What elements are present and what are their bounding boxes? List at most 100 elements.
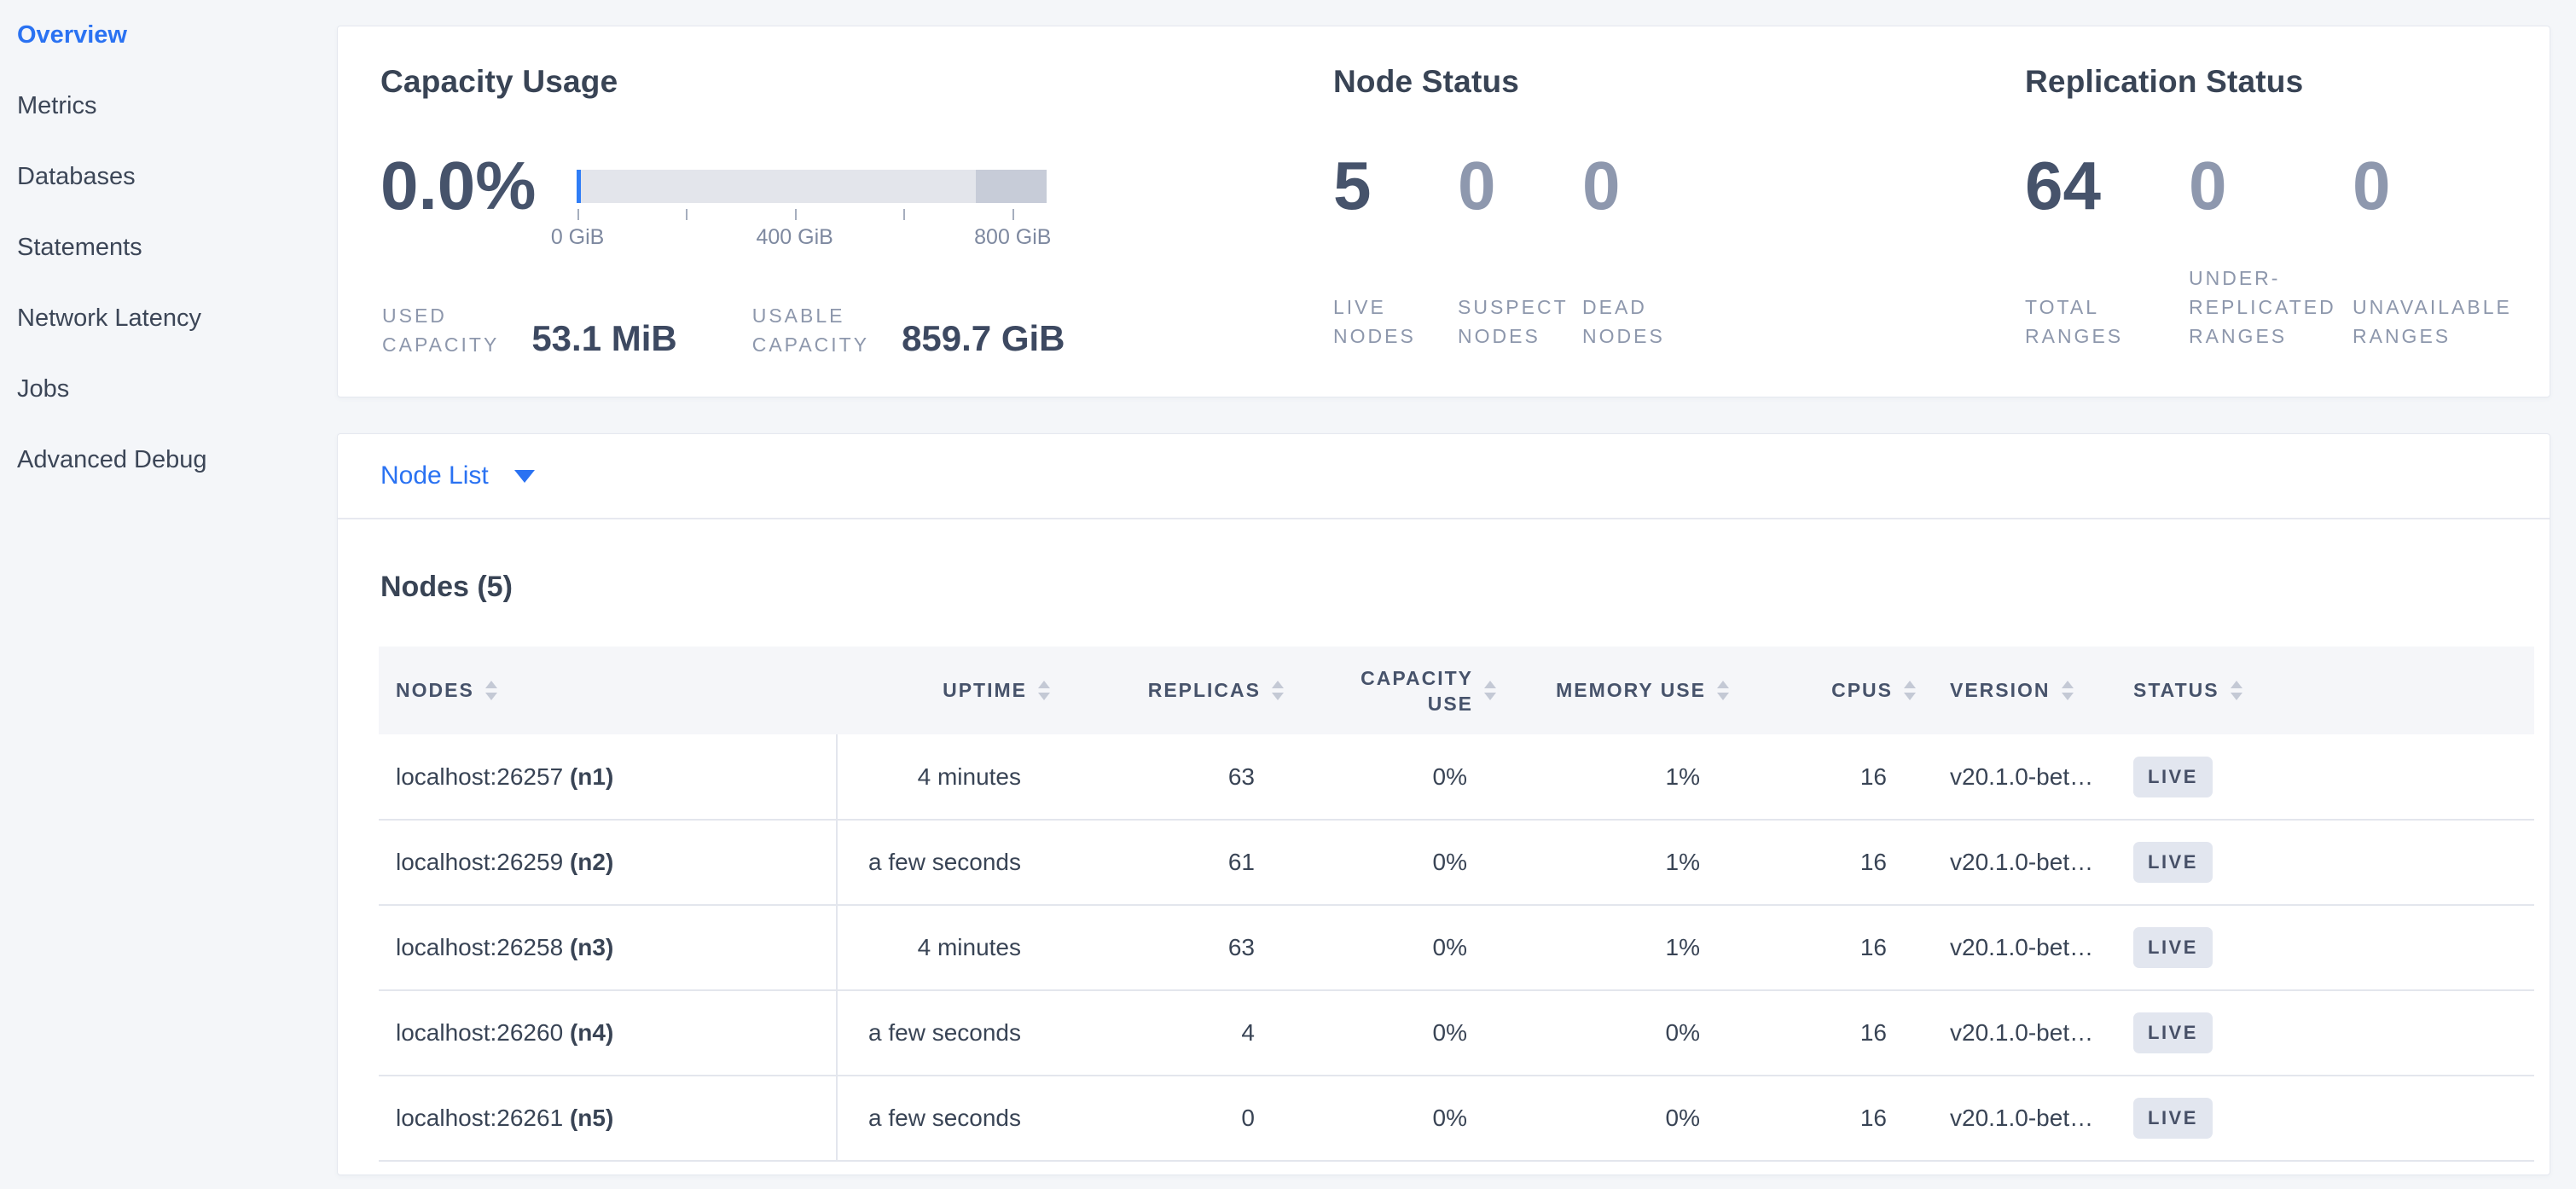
view-selector-row: Node List xyxy=(338,434,2550,519)
status-badge: LIVE xyxy=(2133,756,2213,798)
uptime-cell: a few seconds xyxy=(837,990,1050,1076)
uptime-cell: a few seconds xyxy=(837,820,1050,906)
usable-capacity-label: USABLE CAPACITY xyxy=(751,304,870,356)
status-badge: LIVE xyxy=(2133,1012,2213,1053)
sidebar-item-databases[interactable]: Databases xyxy=(17,163,136,190)
node-list-selector[interactable]: Node List xyxy=(380,461,535,490)
used-capacity-value: 53.1 MiB xyxy=(531,318,677,358)
replication-status-section: Replication Status 64 0 0 TOTAL RANGES U… xyxy=(2025,26,2545,397)
live-nodes-label: LIVE NODES xyxy=(1333,296,1416,347)
memory-use-cell: 1% xyxy=(1496,905,1729,991)
column-header-cpus[interactable]: CPUS xyxy=(1729,647,1916,734)
replication-status-title: Replication Status xyxy=(2025,64,2304,99)
node-list-selector-label: Node List xyxy=(380,461,489,490)
sidebar-item-overview[interactable]: Overview xyxy=(17,21,127,49)
capacity-usage-title: Capacity Usage xyxy=(380,64,618,99)
cpus-cell: 16 xyxy=(1729,905,1916,991)
total-ranges-count: 64 xyxy=(2025,148,2101,223)
sort-icon[interactable] xyxy=(1272,681,1284,700)
sort-icon[interactable] xyxy=(484,681,497,700)
used-capacity-label: USED CAPACITY xyxy=(382,304,500,356)
replicas-cell: 61 xyxy=(1050,820,1284,906)
column-header-uptime[interactable]: UPTIME xyxy=(837,647,1050,734)
column-header-replicas[interactable]: REPLICAS xyxy=(1050,647,1284,734)
version-cell: v20.1.0-bet… xyxy=(1916,905,2108,991)
column-header-memory-use[interactable]: MEMORY USE xyxy=(1496,647,1729,734)
node-address-cell: localhost:26258 (n3) xyxy=(379,905,838,991)
column-header-version[interactable]: VERSION xyxy=(1916,647,2108,734)
cpus-cell: 16 xyxy=(1729,1076,1916,1162)
sort-icon[interactable] xyxy=(1717,681,1729,700)
status-cell: LIVE xyxy=(2108,1076,2534,1162)
uptime-cell: 4 minutes xyxy=(837,734,1050,821)
replicas-cell: 4 xyxy=(1050,990,1284,1076)
memory-use-cell: 1% xyxy=(1496,734,1729,821)
live-nodes-count: 5 xyxy=(1333,148,1372,223)
under-replicated-ranges-label: UNDER- REPLICATED RANGES xyxy=(2189,267,2336,347)
memory-use-cell: 0% xyxy=(1496,990,1729,1076)
capacity-use-cell: 0% xyxy=(1284,820,1496,906)
node-status-title: Node Status xyxy=(1333,64,1520,99)
table-row: localhost:26258 (n3) 4 minutes 63 0% 1% … xyxy=(379,905,2534,991)
sort-icon[interactable] xyxy=(2230,681,2242,700)
node-address-cell: localhost:26257 (n1) xyxy=(379,734,838,821)
axis-label-0gib: 0 GiB xyxy=(550,225,605,249)
memory-use-cell: 0% xyxy=(1496,1076,1729,1162)
status-badge: LIVE xyxy=(2133,1098,2213,1139)
cpus-cell: 16 xyxy=(1729,990,1916,1076)
cpus-cell: 16 xyxy=(1729,734,1916,821)
suspect-nodes-label: SUSPECT NODES xyxy=(1458,296,1569,347)
capacity-bar-reserved-segment xyxy=(976,170,1047,203)
node-status-labels: LIVE NODES SUSPECT NODES DEAD NODES xyxy=(1333,264,1707,351)
node-address-cell: localhost:26260 (n4) xyxy=(379,990,838,1076)
table-row: localhost:26260 (n4) a few seconds 4 0% … xyxy=(379,990,2534,1076)
capacity-use-cell: 0% xyxy=(1284,905,1496,991)
version-cell: v20.1.0-bet… xyxy=(1916,1076,2108,1162)
sort-icon[interactable] xyxy=(1904,681,1916,700)
sidebar-item-statements[interactable]: Statements xyxy=(17,234,142,261)
column-header-capacity-use[interactable]: CAPACITY USE xyxy=(1284,647,1496,734)
node-address-cell: localhost:26261 (n5) xyxy=(379,1076,838,1162)
axis-label-800gib: 800 GiB xyxy=(974,225,1052,249)
dead-nodes-label: DEAD NODES xyxy=(1582,296,1665,347)
column-header-status[interactable]: STATUS xyxy=(2108,647,2534,734)
nodes-table-wrap: NODES UPTIME REPLICAS CAPACITY USE MEMOR xyxy=(379,647,2534,1162)
axis-label-400gib: 400 GiB xyxy=(756,225,833,249)
sidebar-item-jobs[interactable]: Jobs xyxy=(17,375,70,403)
replicas-cell: 63 xyxy=(1050,905,1284,991)
replicas-cell: 0 xyxy=(1050,1076,1284,1162)
version-cell: v20.1.0-bet… xyxy=(1916,734,2108,821)
unavailable-ranges-label: UNAVAILABLE RANGES xyxy=(2353,296,2512,347)
capacity-axis-ticks xyxy=(577,209,1047,220)
sort-icon[interactable] xyxy=(2061,681,2074,700)
status-cell: LIVE xyxy=(2108,734,2534,821)
node-address-cell: localhost:26259 (n2) xyxy=(379,820,838,906)
node-status-section: Node Status 5 0 0 LIVE NODES SUSPECT NOD… xyxy=(1333,26,1981,397)
column-header-nodes[interactable]: NODES xyxy=(379,647,837,734)
sidebar-item-metrics[interactable]: Metrics xyxy=(17,92,97,119)
sort-icon[interactable] xyxy=(1484,681,1496,700)
sidebar-item-network-latency[interactable]: Network Latency xyxy=(17,304,201,332)
status-cell: LIVE xyxy=(2108,990,2534,1076)
capacity-use-cell: 0% xyxy=(1284,734,1496,821)
capacity-usage-section: Capacity Usage 0.0% 0 GiB 400 GiB 800 Gi… xyxy=(380,26,1336,397)
capacity-axis-labels: 0 GiB 400 GiB 800 GiB xyxy=(551,225,1052,251)
capacity-use-cell: 0% xyxy=(1284,990,1496,1076)
under-replicated-ranges-count: 0 xyxy=(2189,148,2227,223)
node-list-card: Node List Nodes (5) NODES UPTIME xyxy=(337,433,2550,1175)
replicas-cell: 63 xyxy=(1050,734,1284,821)
node-status-values: 5 0 0 xyxy=(1333,151,1707,221)
table-row: localhost:26259 (n2) a few seconds 61 0%… xyxy=(379,820,2534,906)
sidebar-item-advanced-debug[interactable]: Advanced Debug xyxy=(17,446,207,473)
status-cell: LIVE xyxy=(2108,820,2534,906)
sort-icon[interactable] xyxy=(1038,681,1050,700)
cluster-summary-card: Capacity Usage 0.0% 0 GiB 400 GiB 800 Gi… xyxy=(337,26,2550,397)
capacity-bar-used-segment xyxy=(577,170,581,203)
usable-capacity-value: 859.7 GiB xyxy=(902,318,1065,358)
dead-nodes-count: 0 xyxy=(1582,148,1621,223)
total-ranges-label: TOTAL RANGES xyxy=(2025,296,2124,347)
replication-status-labels: TOTAL RANGES UNDER- REPLICATED RANGES UN… xyxy=(2025,264,2516,351)
status-badge: LIVE xyxy=(2133,842,2213,883)
nodes-table-heading: Nodes (5) xyxy=(380,571,513,603)
